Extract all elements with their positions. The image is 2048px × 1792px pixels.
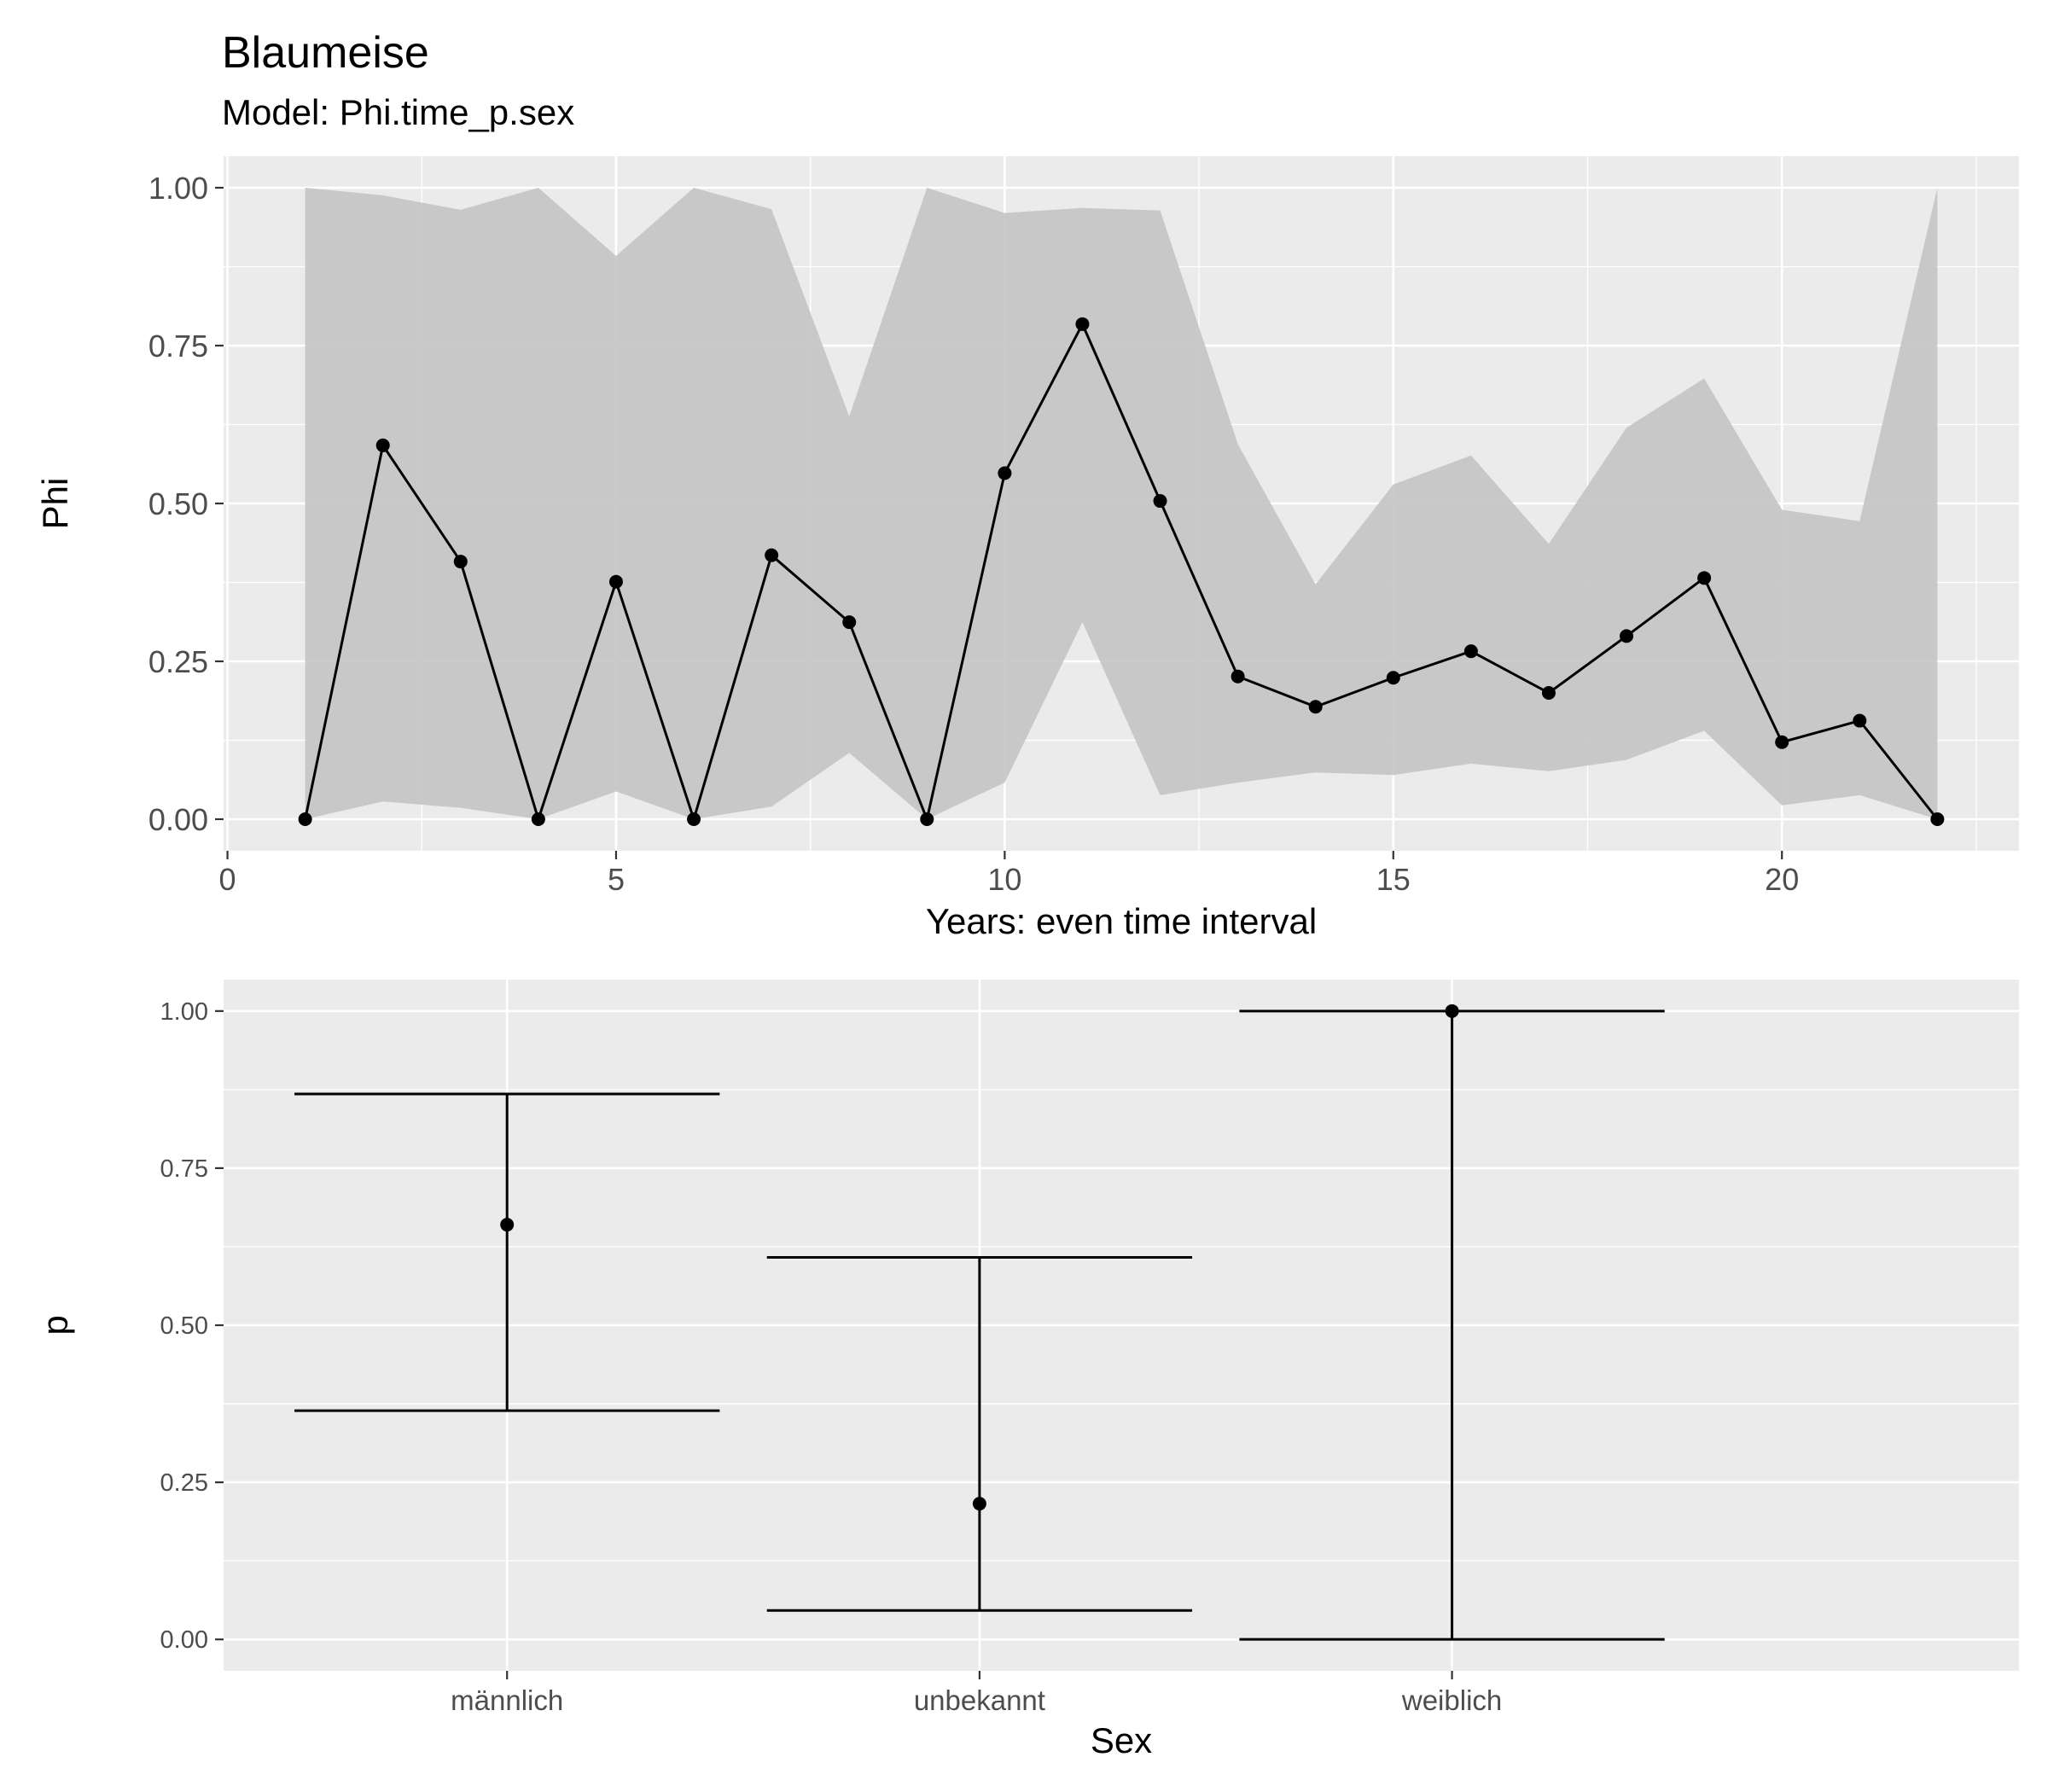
p-x-tick-label: weiblich [1401,1684,1502,1716]
phi-data-point [531,812,545,826]
phi-data-point [842,615,857,630]
phi-x-tick-label: 0 [219,862,236,897]
p-y-tick-label: 0.50 [160,1312,208,1340]
phi-data-point [1853,713,1867,728]
p-y-tick-label: 1.00 [160,998,208,1026]
p-data-point [500,1218,515,1232]
phi-data-point [1775,735,1789,749]
p-x-tick-label: männlich [451,1684,563,1716]
phi-x-axis-title: Years: even time interval [926,901,1317,941]
p-y-tick-label: 0.25 [160,1469,208,1497]
page-title: Blaumeise [222,28,429,78]
phi-x-tick-label: 10 [987,862,1021,897]
phi-data-point [375,438,390,452]
phi-data-point [765,548,779,562]
phi-y-tick-label: 0.25 [148,644,208,679]
phi-data-point [1386,671,1400,685]
phi-data-point [1930,812,1945,826]
phi-data-point [298,812,312,826]
phi-y-tick-label: 1.00 [148,171,208,206]
phi-data-point [1153,494,1167,509]
phi-data-point [1697,571,1712,585]
phi-data-point [687,812,701,826]
phi-confidence-ribbon [305,188,1938,819]
phi-data-point [1463,644,1478,659]
p-y-axis-title: p [35,1315,75,1335]
phi-data-point [1308,700,1323,714]
page-subtitle: Model: Phi.time_p.sex [222,92,575,132]
phi-x-tick-label: 20 [1765,862,1799,897]
phi-x-tick-label: 15 [1376,862,1411,897]
phi-y-tick-label: 0.00 [148,802,208,837]
p-data-point [1445,1004,1459,1018]
phi-data-point [998,466,1012,480]
phi-data-point [1231,669,1245,684]
phi-y-axis-title: Phi [35,478,75,530]
phi-data-point [1620,629,1634,643]
phi-data-point [453,555,468,569]
phi-x-tick-label: 5 [608,862,625,897]
phi-data-point [1541,686,1556,700]
phi-data-point [608,574,623,589]
phi-data-point [920,812,934,826]
phi-data-point [1075,317,1090,331]
p-data-point [972,1497,986,1511]
phi-y-tick-label: 0.75 [148,329,208,364]
p-y-tick-label: 0.75 [160,1155,208,1183]
phi-y-tick-label: 0.50 [148,486,208,521]
p-y-tick-label: 0.00 [160,1626,208,1654]
p-x-axis-title: Sex [1091,1720,1152,1760]
p-x-tick-label: unbekannt [914,1684,1045,1716]
phi-estimate-line [304,321,1939,824]
